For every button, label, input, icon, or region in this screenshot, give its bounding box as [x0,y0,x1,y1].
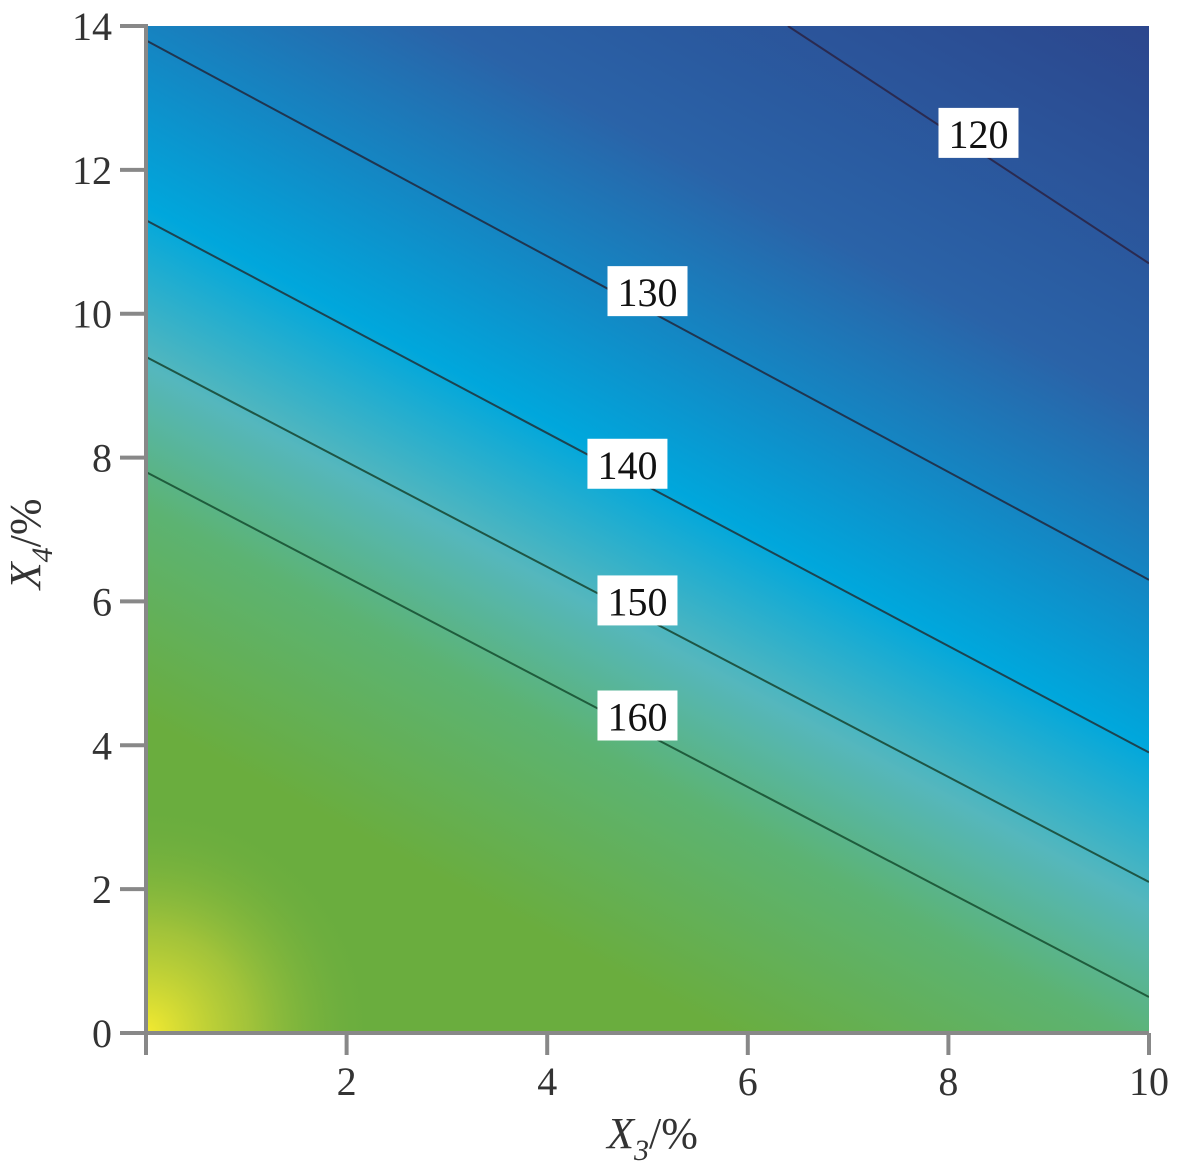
axes: 2 4 6 8 10 0 2 4 6 8 10 12 14 [72,4,1169,1104]
x-axis-title-sub: 3 [633,1134,649,1167]
y-tick-label: 10 [72,292,112,337]
x-tick-label: 8 [938,1059,958,1104]
contour-label-background [597,690,678,741]
y-tick-label: 8 [92,436,112,481]
y-axis-title-var: X [1,560,50,591]
contour-label-160: 160 [597,690,678,741]
x-tick-label: 4 [537,1059,557,1104]
x-tick-label: 6 [738,1059,758,1104]
contour-label-text: 150 [607,579,667,624]
contour-label-text: 160 [607,695,667,740]
y-axis-title-unit: /% [1,498,50,547]
y-tick-label: 2 [92,867,112,912]
y-tick-label: 0 [92,1011,112,1056]
y-tick-label: 14 [72,4,112,49]
heatmap-field [146,26,1149,1033]
contour-label-120: 120 [938,107,1019,158]
contour-label-150: 150 [597,575,678,626]
low-corner-highlight [146,26,1149,1033]
contour-label-text: 130 [618,270,678,315]
y-axis-title: X4/% [1,498,59,591]
contour-label-background [938,107,1019,158]
contour-label-text: 120 [948,112,1008,157]
x-tick-label: 2 [337,1059,357,1104]
y-axis-ticks: 0 2 4 6 8 10 12 14 [72,4,146,1056]
contour-label-140: 140 [587,438,668,489]
y-axis-title-sub: 4 [26,547,59,562]
x-axis-title-unit: /% [649,1109,698,1158]
contour-label-background [597,575,678,626]
contour-label-background [607,266,688,317]
contour-label-background [587,438,668,489]
contour-label-130: 130 [607,266,688,317]
y-tick-label: 6 [92,579,112,624]
x-axis-title-var: X [605,1109,636,1158]
x-axis-ticks: 2 4 6 8 10 [337,1033,1169,1104]
y-tick-label: 12 [72,148,112,193]
y-tick-label: 4 [92,723,112,768]
contour-label-text: 140 [597,443,657,488]
contour-labels: 120 130 140 150 160 [587,107,1019,741]
x-axis-title: X3/% [605,1109,698,1167]
x-tick-label: 10 [1129,1059,1169,1104]
